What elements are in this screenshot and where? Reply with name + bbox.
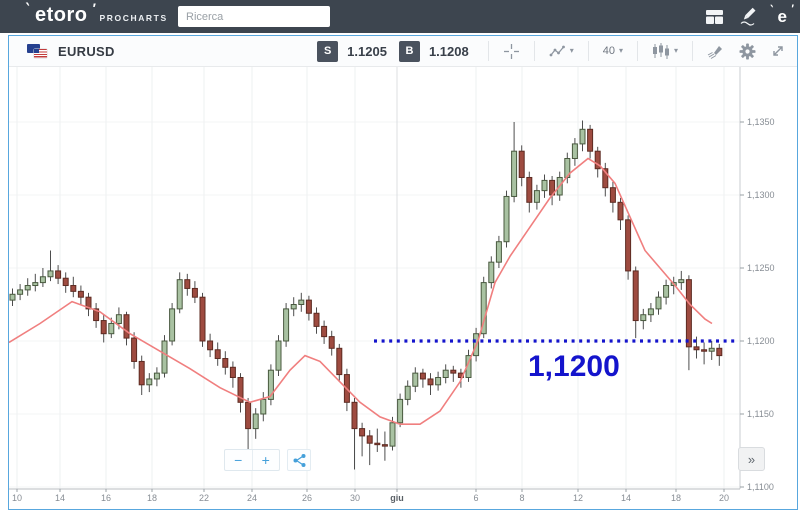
toolbar-actions: S 1.1205 B 1.1208 bbox=[317, 40, 793, 62]
header-actions: e bbox=[705, 0, 795, 33]
divider bbox=[487, 41, 489, 61]
svg-text:6: 6 bbox=[473, 493, 478, 503]
top-header: etoro PROCHARTS bbox=[0, 0, 800, 33]
divider bbox=[587, 41, 589, 61]
search-input[interactable] bbox=[178, 10, 332, 23]
zoom-controls: − + bbox=[224, 449, 280, 471]
us-flag bbox=[34, 48, 47, 58]
chevron-down-icon: ▾ bbox=[673, 46, 678, 55]
chart-canvas[interactable]: 1,1200 1,1350 1,1300 1,1250 1,1200 1,1150 1,11… bbox=[9, 67, 797, 509]
svg-text:14: 14 bbox=[621, 493, 631, 503]
chevron-down-icon: ▾ bbox=[618, 46, 623, 55]
zoom-in-button[interactable]: + bbox=[261, 452, 270, 468]
interval-button[interactable]: 40 ▾ bbox=[596, 45, 630, 57]
settings-gear-icon[interactable] bbox=[732, 43, 763, 60]
sell-button[interactable]: S bbox=[317, 40, 339, 62]
svg-text:1,1100: 1,1100 bbox=[747, 482, 774, 492]
price-level-label: 1,1200 bbox=[528, 350, 620, 383]
svg-text:22: 22 bbox=[199, 493, 209, 503]
svg-text:12: 12 bbox=[573, 493, 583, 503]
ma-line bbox=[9, 157, 713, 426]
svg-text:16: 16 bbox=[101, 493, 111, 503]
svg-text:1,1150: 1,1150 bbox=[747, 409, 774, 419]
buy-button[interactable]: B bbox=[398, 40, 420, 62]
divider bbox=[636, 41, 638, 61]
chart-panel: EURUSD S 1.1205 B 1.1208 bbox=[8, 35, 798, 510]
y-axis-labels: 1,1350 1,1300 1,1250 1,1200 1,1150 1,1100 bbox=[740, 117, 775, 492]
svg-text:18: 18 bbox=[671, 493, 681, 503]
chart-type-button[interactable]: ▾ bbox=[542, 44, 581, 58]
candle-style-button[interactable]: ▾ bbox=[645, 43, 685, 59]
zoom-out-button[interactable]: − bbox=[225, 450, 253, 470]
etoro-e-icon[interactable]: e bbox=[770, 3, 794, 27]
chart-plot: 1,1200 1,1350 1,1300 1,1250 1,1200 1,1150 1,11… bbox=[9, 67, 775, 503]
gridlines bbox=[9, 67, 740, 489]
svg-text:giu: giu bbox=[390, 493, 404, 503]
svg-text:20: 20 bbox=[719, 493, 729, 503]
crosshair-button[interactable] bbox=[496, 43, 527, 60]
layout-icon[interactable] bbox=[705, 7, 725, 27]
etoro-logo-text: etoro bbox=[26, 0, 96, 27]
svg-text:1,1250: 1,1250 bbox=[747, 263, 775, 273]
svg-text:1,1300: 1,1300 bbox=[747, 190, 775, 200]
chart-toolbar: EURUSD S 1.1205 B 1.1208 bbox=[9, 36, 797, 67]
more-button[interactable]: » bbox=[738, 447, 765, 471]
divider bbox=[533, 41, 535, 61]
share-button[interactable] bbox=[287, 449, 311, 471]
search-box bbox=[178, 6, 332, 27]
procharts-label: PROCHARTS bbox=[99, 13, 168, 23]
svg-text:8: 8 bbox=[519, 493, 524, 503]
svg-text:10: 10 bbox=[12, 493, 22, 503]
eurusd-flag-icon bbox=[27, 43, 49, 59]
brush-button[interactable] bbox=[700, 44, 732, 59]
svg-text:26: 26 bbox=[302, 493, 312, 503]
symbol-label: EURUSD bbox=[58, 43, 115, 59]
share-icon bbox=[293, 453, 305, 467]
svg-text:24: 24 bbox=[247, 493, 257, 503]
instrument: EURUSD bbox=[27, 43, 115, 59]
double-chevron-icon: » bbox=[747, 451, 756, 467]
sell-price: 1.1205 bbox=[347, 43, 387, 59]
eu-flag bbox=[27, 43, 40, 53]
candles-layer bbox=[9, 120, 723, 470]
etoro-logo: etoro PROCHARTS bbox=[26, 0, 168, 27]
svg-text:1,1350: 1,1350 bbox=[747, 117, 775, 127]
divider bbox=[692, 41, 693, 61]
interval-label: 40 bbox=[602, 45, 615, 57]
chevron-down-icon: ▾ bbox=[569, 46, 574, 55]
svg-text:18: 18 bbox=[147, 493, 157, 503]
svg-text:1,1200: 1,1200 bbox=[747, 336, 775, 346]
x-axis-labels: 10 14 16 18 22 24 26 30 giu 6 8 12 14 18 20 bbox=[12, 489, 729, 503]
buy-price: 1.1208 bbox=[428, 43, 469, 59]
draw-pencil-icon[interactable] bbox=[739, 7, 759, 27]
svg-text:14: 14 bbox=[55, 493, 65, 503]
expand-icon[interactable] bbox=[763, 43, 793, 59]
svg-text:30: 30 bbox=[350, 493, 360, 503]
